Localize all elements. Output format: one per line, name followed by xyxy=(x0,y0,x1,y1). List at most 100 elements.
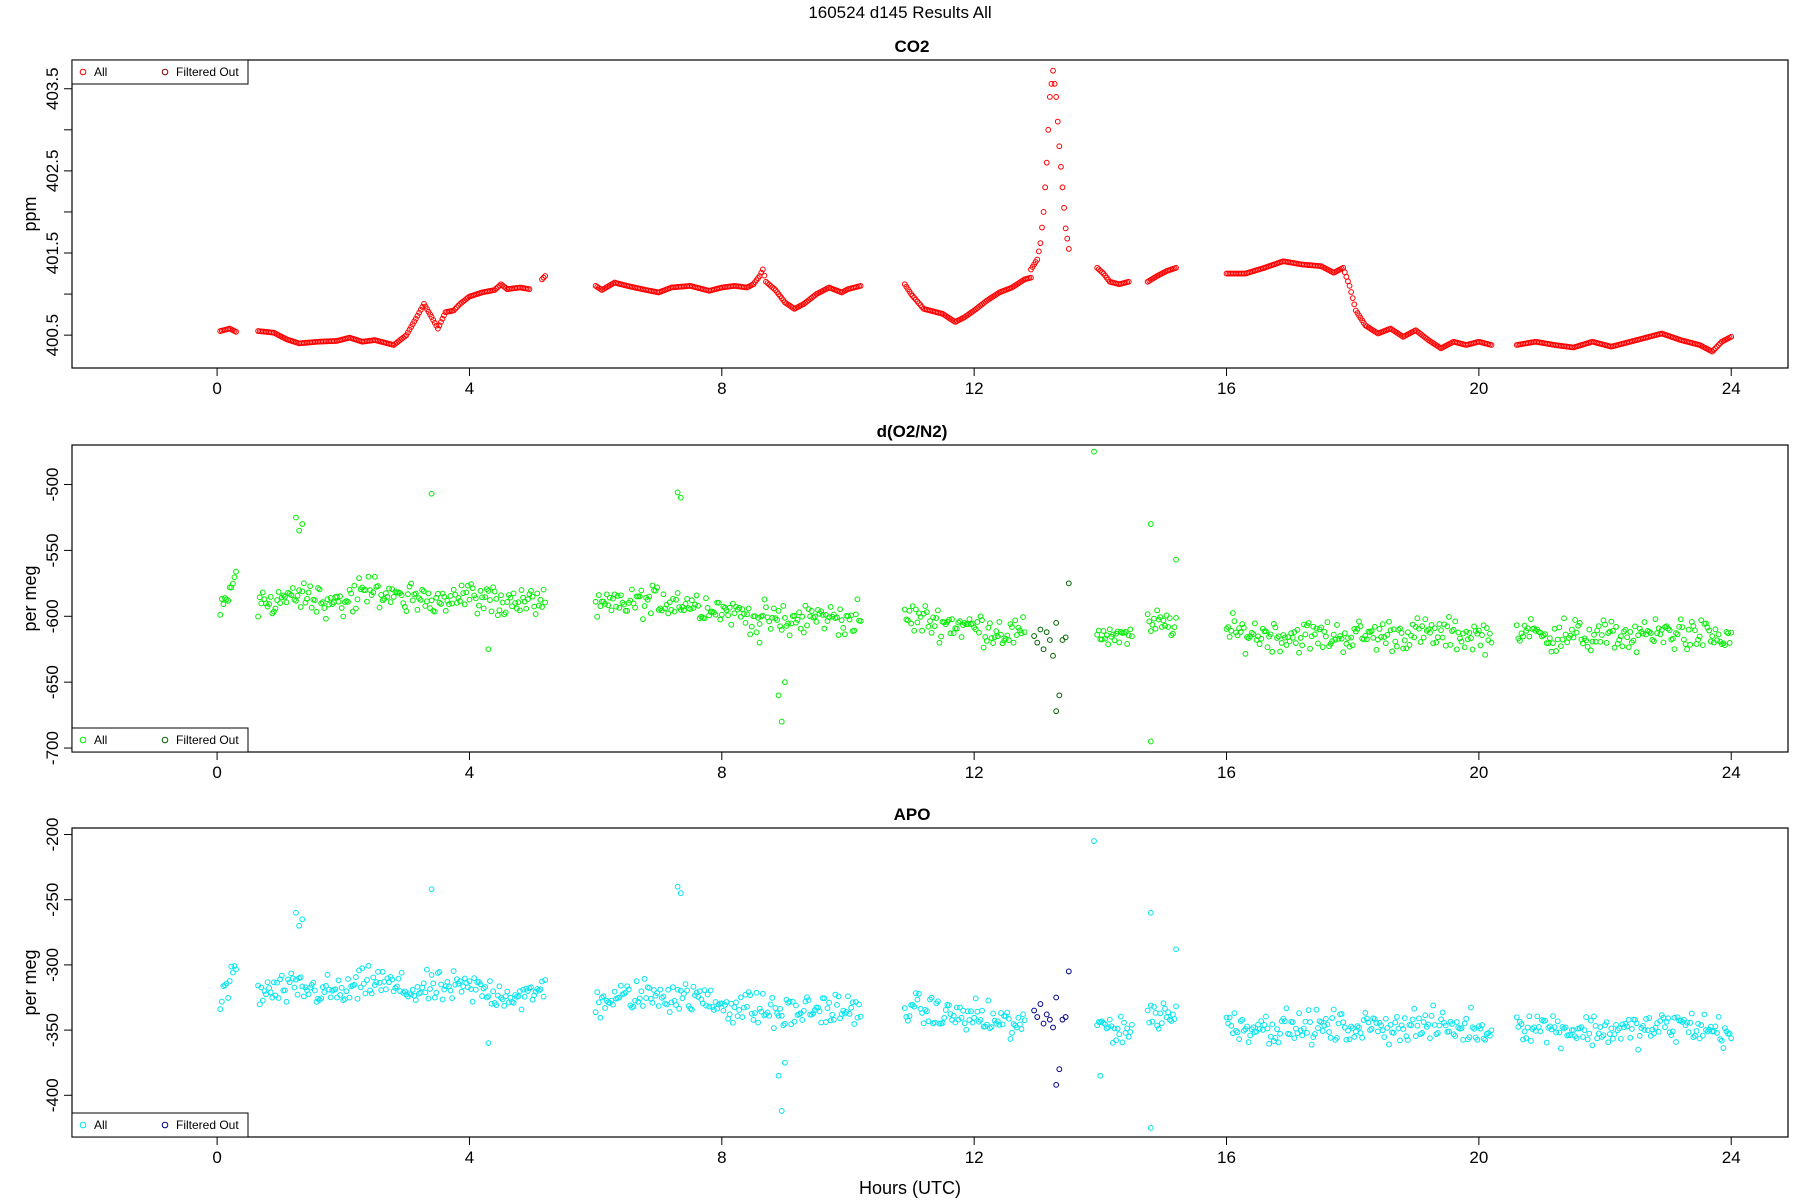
data-point-all xyxy=(261,988,268,994)
data-point-all xyxy=(1696,1035,1703,1042)
data-point-all xyxy=(742,619,749,626)
data-point-all xyxy=(1095,266,1102,273)
data-point-all xyxy=(819,611,826,618)
data-point-all xyxy=(438,319,444,325)
data-point-all xyxy=(1102,635,1108,642)
data-point-all xyxy=(1165,624,1172,630)
data-point-all xyxy=(469,585,476,592)
data-point-all xyxy=(608,607,615,614)
data-point-all xyxy=(1277,648,1284,655)
data-point-all xyxy=(1158,624,1165,630)
data-point-all xyxy=(1310,1034,1317,1040)
data-point-all xyxy=(1173,556,1179,563)
data-point-all xyxy=(293,514,299,521)
data-point-all xyxy=(405,591,411,598)
data-point-all xyxy=(1488,342,1495,348)
data-point-all xyxy=(297,604,304,610)
data-point-all xyxy=(1523,1035,1530,1041)
data-point-all xyxy=(1516,637,1523,644)
x-tick-label: 0 xyxy=(212,379,221,398)
data-point-all xyxy=(1166,615,1173,622)
data-point-all xyxy=(1028,274,1034,281)
data-point-all xyxy=(1583,1014,1590,1020)
data-point-all xyxy=(1393,1014,1400,1020)
data-point-all xyxy=(687,606,694,613)
data-point-all xyxy=(315,995,321,1002)
x-tick-label: 16 xyxy=(1217,1148,1236,1167)
data-point-all xyxy=(338,984,345,991)
data-point-all xyxy=(307,583,314,590)
data-point-all xyxy=(1330,1006,1337,1013)
data-point-all xyxy=(942,1007,949,1013)
data-point-all xyxy=(826,614,832,621)
data-point-all xyxy=(804,994,810,1001)
data-point-all xyxy=(1113,1037,1120,1044)
data-point-all xyxy=(419,586,426,593)
data-point-all xyxy=(993,628,1000,635)
data-point-all xyxy=(529,593,536,600)
data-point-all xyxy=(493,595,500,602)
data-point-all xyxy=(638,587,645,594)
legend-marker-all xyxy=(79,1121,87,1129)
data-point-all xyxy=(1622,1020,1629,1027)
data-point-all xyxy=(1051,80,1058,87)
data-point-all xyxy=(274,597,280,603)
data-point-all xyxy=(1349,1025,1356,1032)
data-point-all xyxy=(1480,622,1487,629)
data-point-all xyxy=(677,987,684,994)
data-point-all xyxy=(663,1001,670,1008)
data-point-all xyxy=(422,603,429,609)
data-point-all xyxy=(682,981,689,988)
data-point-all xyxy=(617,982,624,989)
data-point-all xyxy=(1594,1035,1601,1042)
data-point-all xyxy=(1712,1023,1719,1030)
data-point-all xyxy=(471,975,478,982)
data-point-all xyxy=(1401,637,1408,644)
data-point-all xyxy=(994,633,1001,640)
data-point-all xyxy=(1321,628,1328,635)
data-point-all xyxy=(712,611,719,618)
data-point-all xyxy=(480,605,487,612)
data-point-all xyxy=(632,604,638,611)
data-point-all xyxy=(510,999,517,1006)
data-point-all xyxy=(605,602,612,609)
data-point-all xyxy=(1105,1024,1112,1031)
data-point-all xyxy=(1540,632,1547,639)
data-point-all xyxy=(955,619,962,626)
data-point-all xyxy=(1412,1033,1419,1039)
data-point-all xyxy=(466,978,473,985)
data-point-all xyxy=(1687,1019,1694,1026)
data-point-all xyxy=(1468,1004,1474,1011)
x-tick-label: 24 xyxy=(1722,763,1741,782)
data-point-all xyxy=(1294,1030,1301,1036)
data-point-all xyxy=(263,600,269,607)
data-point-all xyxy=(991,634,998,641)
data-point-all xyxy=(996,1021,1003,1028)
data-point-all xyxy=(766,1012,773,1019)
data-point-all xyxy=(1684,646,1690,653)
data-point-all xyxy=(1657,1018,1664,1024)
data-point-all xyxy=(674,986,681,993)
data-point-all xyxy=(218,596,225,602)
data-point-all xyxy=(818,608,825,615)
data-point-all xyxy=(539,604,545,610)
data-point-all xyxy=(395,975,402,982)
data-point-all xyxy=(1598,1034,1605,1040)
data-point-all xyxy=(990,640,996,646)
data-point-all xyxy=(947,630,954,637)
data-point-all xyxy=(1223,1014,1230,1021)
data-point-all xyxy=(1286,638,1293,645)
data-point-all xyxy=(1647,630,1654,636)
data-point-all xyxy=(318,995,325,1002)
data-point-all xyxy=(595,999,602,1006)
data-point-all xyxy=(299,521,306,527)
data-point-all xyxy=(1488,639,1495,646)
data-point-all xyxy=(371,982,378,988)
data-point-all xyxy=(1110,631,1116,638)
data-point-all xyxy=(934,998,941,1005)
data-point-filtered xyxy=(1034,1014,1041,1020)
data-point-all xyxy=(657,986,664,993)
data-point-all xyxy=(1247,1032,1254,1039)
data-point-all xyxy=(640,616,646,623)
data-point-all xyxy=(1463,1015,1470,1022)
